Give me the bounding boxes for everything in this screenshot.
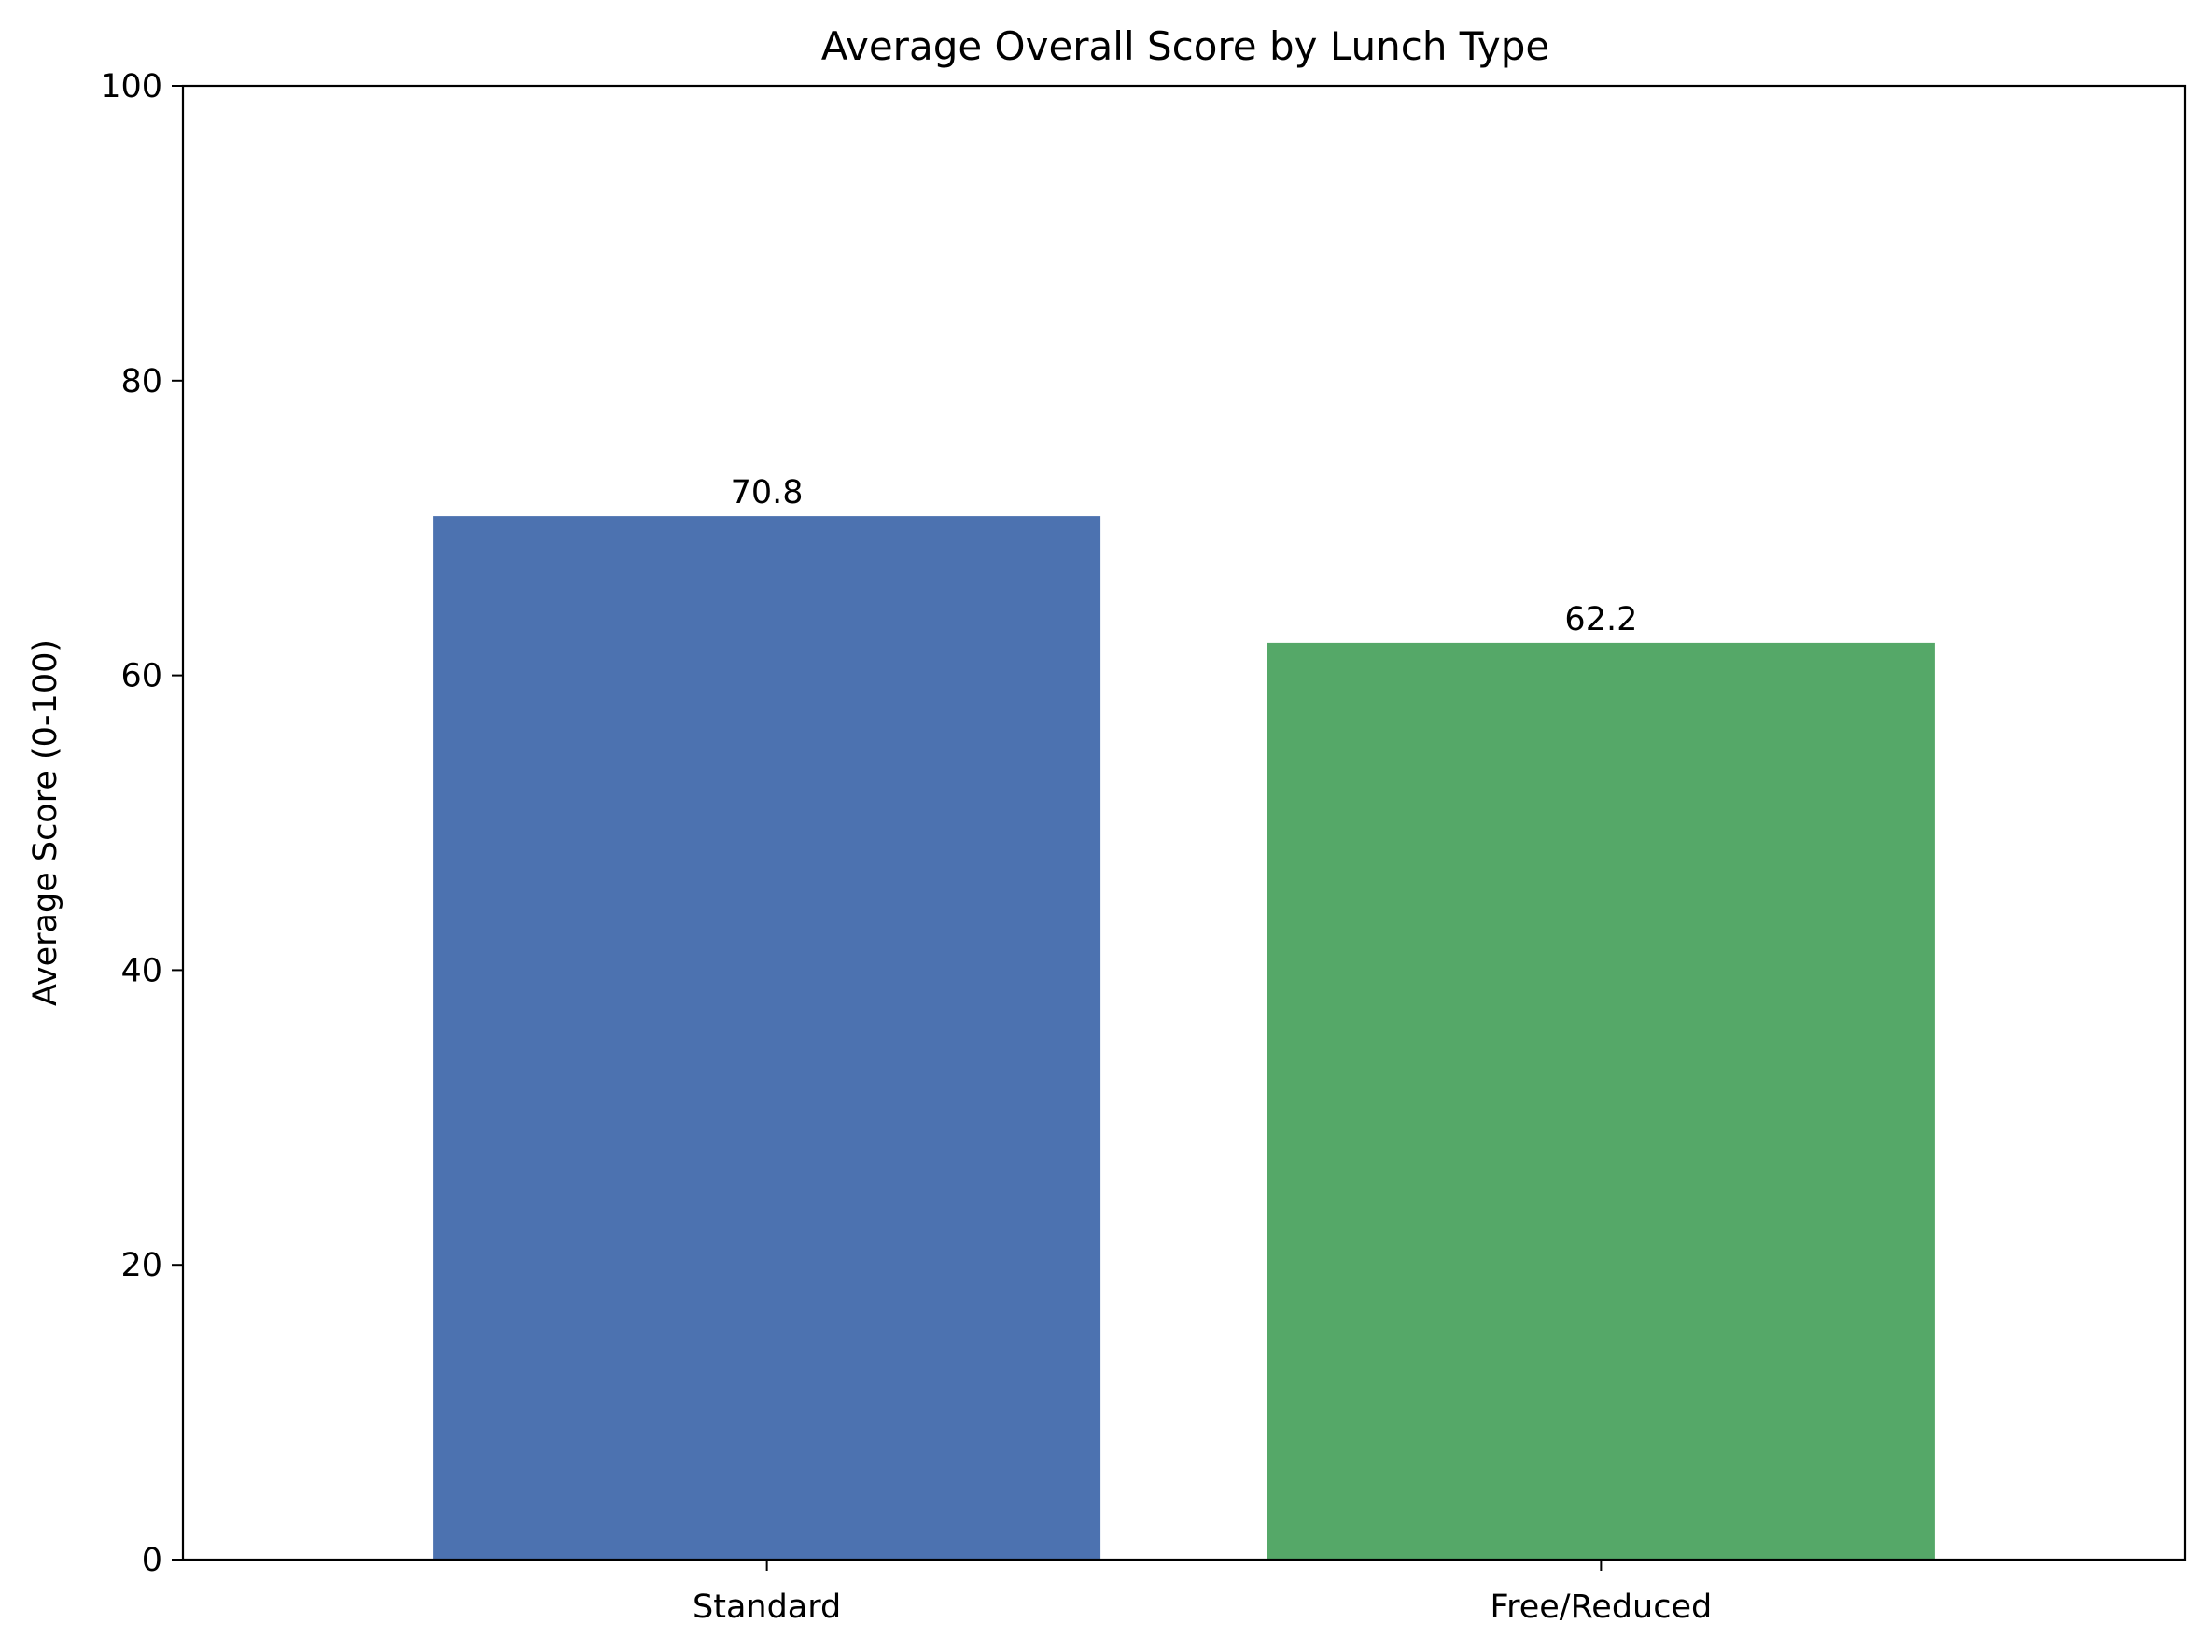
x-tick-label: Free/Reduced — [1491, 1589, 1713, 1626]
y-axis-title: Average Score (0-100) — [27, 639, 64, 1006]
y-tick-label: 0 — [142, 1542, 162, 1579]
bar-value-label: 70.8 — [731, 474, 804, 511]
bar-2 — [1267, 642, 1935, 1560]
x-tick-label: Standard — [693, 1589, 841, 1626]
y-tick-label: 80 — [120, 363, 162, 400]
chart-title: Average Overall Score by Lunch Type — [821, 23, 1550, 69]
bar-value-label: 62.2 — [1564, 601, 1637, 638]
bar-1 — [433, 516, 1101, 1560]
axes-layer: 0 20 40 60 80 100 Standard Free/Reduced — [100, 68, 2187, 1626]
plot-frame — [181, 84, 2187, 1561]
y-tick-label: 20 — [120, 1247, 162, 1284]
y-tick-label: 60 — [120, 658, 162, 695]
bars-layer: 70.8 62.2 — [433, 474, 1935, 1560]
y-tick-label: 100 — [100, 68, 162, 105]
y-tick-label: 40 — [120, 952, 162, 989]
